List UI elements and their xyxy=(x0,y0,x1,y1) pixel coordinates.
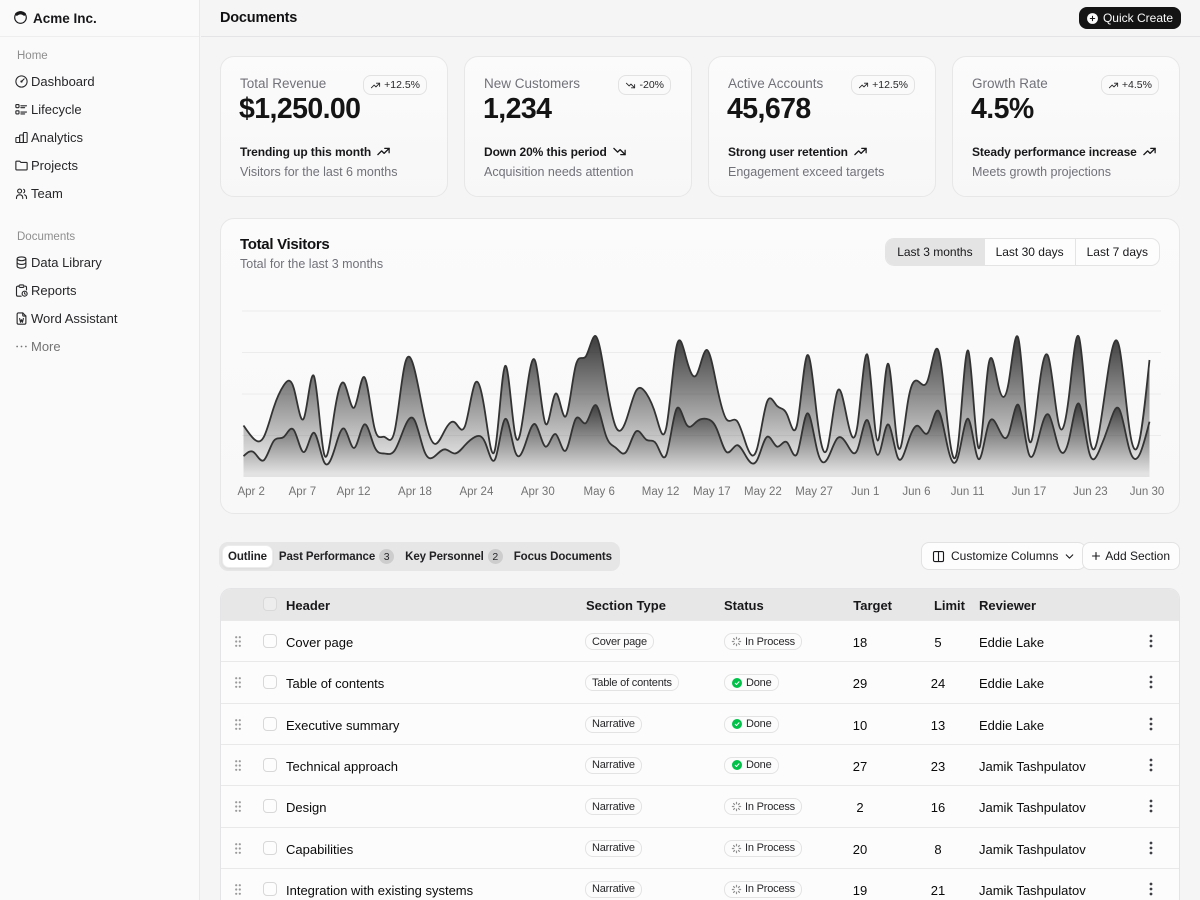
svg-text:Jun 11: Jun 11 xyxy=(951,486,985,498)
svg-text:May 12: May 12 xyxy=(642,486,680,498)
svg-text:Apr 18: Apr 18 xyxy=(398,486,432,498)
svg-text:Jun 1: Jun 1 xyxy=(851,486,879,498)
svg-text:Apr 7: Apr 7 xyxy=(289,486,317,498)
svg-text:May 27: May 27 xyxy=(795,486,833,498)
svg-text:Apr 2: Apr 2 xyxy=(237,486,265,498)
svg-text:Apr 12: Apr 12 xyxy=(337,486,371,498)
svg-text:May 17: May 17 xyxy=(693,486,731,498)
svg-text:May 6: May 6 xyxy=(584,486,615,498)
svg-text:Jun 6: Jun 6 xyxy=(902,486,930,498)
svg-text:Jun 23: Jun 23 xyxy=(1073,486,1108,498)
svg-text:Jun 30: Jun 30 xyxy=(1130,486,1165,498)
svg-text:Jun 17: Jun 17 xyxy=(1012,486,1047,498)
svg-text:Apr 24: Apr 24 xyxy=(459,486,493,498)
svg-text:Apr 30: Apr 30 xyxy=(521,486,555,498)
svg-text:May 22: May 22 xyxy=(744,486,782,498)
